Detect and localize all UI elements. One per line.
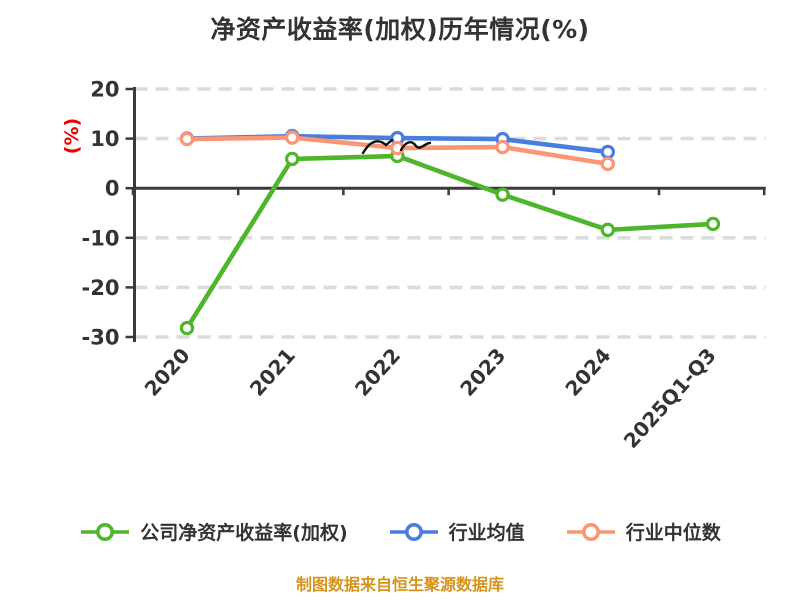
data-source-caption: 制图数据来自恒生聚源数据库 bbox=[295, 575, 504, 594]
y-tick-label: 20 bbox=[90, 78, 119, 102]
series-line-0 bbox=[185, 153, 714, 330]
scribble-annotation bbox=[361, 138, 432, 155]
legend-item-company: 公司净资产收益率(加权) bbox=[79, 518, 348, 545]
chart-title: 净资产收益率(加权)历年情况(%) bbox=[210, 15, 590, 44]
y-tick-label: -30 bbox=[82, 326, 120, 350]
y-tick-label: 10 bbox=[90, 127, 119, 151]
data-point-marker bbox=[179, 131, 195, 147]
series-0 bbox=[179, 148, 721, 336]
series-2 bbox=[179, 130, 616, 172]
x-tick-label: 2022 bbox=[350, 343, 405, 400]
y-tick-label: -10 bbox=[82, 226, 120, 250]
legend-marker-industry-mean-icon bbox=[389, 522, 438, 541]
x-tick-label: 2025Q1-Q3 bbox=[619, 343, 721, 453]
data-point-marker bbox=[600, 144, 616, 160]
gridlines bbox=[134, 87, 766, 339]
data-point-marker bbox=[705, 216, 721, 232]
data-point-marker bbox=[285, 151, 300, 167]
data-point-marker bbox=[179, 320, 195, 336]
x-tick-label: 2024 bbox=[560, 343, 615, 400]
legend-label-industry-mean: 行业均值 bbox=[448, 522, 525, 544]
legend-marker-company-icon bbox=[81, 522, 130, 541]
legend-item-industry-median: 行业中位数 bbox=[565, 518, 721, 545]
legend: 公司净资产收益率(加权) 行业均值 行业中位数 bbox=[0, 518, 800, 545]
y-tick-label: 0 bbox=[105, 177, 120, 201]
data-point-marker bbox=[495, 187, 510, 202]
data-point-marker bbox=[600, 156, 616, 172]
data-point-marker bbox=[600, 222, 616, 238]
legend-item-industry-mean: 行业均值 bbox=[388, 518, 525, 545]
legend-label-company: 公司净资产收益率(加权) bbox=[140, 522, 348, 544]
x-tick-label: 2023 bbox=[455, 343, 510, 400]
x-tick-label: 2020 bbox=[140, 343, 195, 400]
data-point-marker bbox=[285, 130, 300, 145]
data-point-marker bbox=[495, 139, 510, 155]
legend-label-industry-median: 行业中位数 bbox=[625, 522, 721, 544]
x-tick-label: 2021 bbox=[245, 343, 300, 400]
y-tick-label: -20 bbox=[82, 276, 120, 300]
legend-marker-industry-median-icon bbox=[566, 522, 615, 541]
